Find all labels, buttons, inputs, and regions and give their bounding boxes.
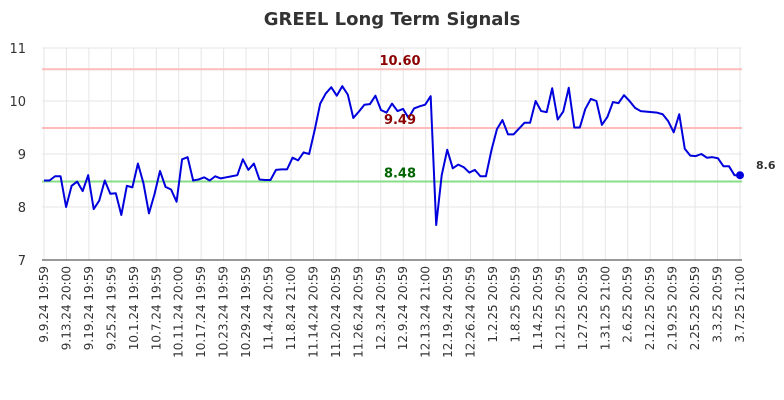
x-tick-label: 11.20.24 20:59: [329, 266, 343, 358]
reference-line-label: 8.48: [384, 167, 416, 182]
x-tick-label: 2.19.25 20:59: [666, 266, 680, 350]
y-tick-label: 11: [9, 42, 26, 57]
x-tick-label: 10.7.24 19:59: [149, 266, 163, 350]
x-tick-label: 11.26.24 20:59: [351, 266, 365, 358]
series-line: [44, 85, 740, 227]
series-layer: [44, 85, 744, 227]
x-tick-label: 11.8.24 21:00: [284, 266, 298, 350]
x-tick-label: 2.6.25 20:59: [621, 266, 635, 343]
x-tick-label: 12.3.24 20:59: [374, 266, 388, 350]
x-tick-label: 10.11.24 20:00: [172, 266, 186, 358]
x-tick-label: 11.4.24 20:59: [262, 266, 276, 350]
reference-lines: [42, 68, 742, 183]
last-value-label: 8.6: [756, 159, 776, 172]
x-tick-label: 12.13.24 21:00: [419, 266, 433, 358]
x-tick-label: 1.21.25 20:59: [553, 266, 567, 350]
x-tick-label: 10.29.24 19:59: [239, 266, 253, 358]
x-tick-label: 1.8.25 20:59: [508, 266, 522, 343]
x-tick-label: 1.31.25 21:00: [598, 266, 612, 350]
x-tick-label: 10.17.24 19:59: [194, 266, 208, 358]
reference-line-label: 9.49: [384, 113, 416, 128]
x-tick-label: 11.14.24 20:59: [306, 266, 320, 358]
y-tick-label: 7: [18, 254, 26, 269]
x-tick-label: 1.2.25 20:59: [486, 266, 500, 343]
reference-line-label: 10.60: [379, 54, 420, 69]
y-tick-label: 10: [9, 95, 26, 110]
y-tick-label: 8: [18, 201, 26, 216]
grid: [42, 47, 742, 261]
x-tick-label: 10.1.24 19:59: [127, 266, 141, 350]
x-tick-label: 9.13.24 20:00: [59, 266, 73, 350]
x-tick-label: 3.3.25 20:59: [711, 266, 725, 343]
chart-title: GREEL Long Term Signals: [264, 9, 521, 30]
x-tick-label: 9.25.24 19:59: [104, 266, 118, 350]
x-tick-label: 10.23.24 19:59: [217, 266, 231, 358]
x-tick-label: 12.9.24 20:59: [396, 266, 410, 350]
axes: 9.9.24 19:59 9.13.24 20:00 9.19.24 19:59 9.…: [9, 42, 747, 358]
last-point-marker: [736, 171, 744, 180]
x-tick-label: 1.27.25 20:59: [576, 266, 590, 350]
y-tick-label: 9: [18, 148, 26, 163]
labels: 10.60 9.49 8.48 8.6: [379, 54, 775, 181]
x-tick-label: 12.19.24 20:59: [441, 266, 455, 358]
x-tick-label: 2.12.25 20:59: [643, 266, 657, 350]
x-tick-label: 3.7.25 21:00: [733, 266, 747, 343]
x-tick-label: 12.26.24 20:59: [464, 266, 478, 358]
x-tick-label: 1.14.25 20:59: [531, 266, 545, 350]
x-tick-label: 9.9.24 19:59: [37, 266, 51, 343]
x-tick-label: 9.19.24 19:59: [82, 266, 96, 350]
x-tick-label: 2.25.25 20:59: [688, 266, 702, 350]
